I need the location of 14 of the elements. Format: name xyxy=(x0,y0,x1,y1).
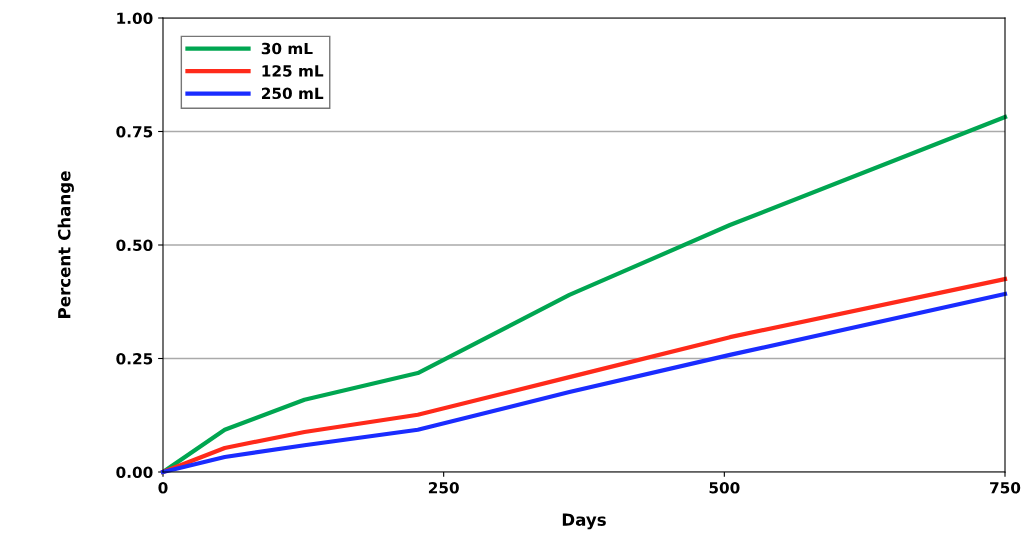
y-tick-label: 0.75 xyxy=(116,125,153,138)
y-axis-title: Percent Change xyxy=(57,171,74,318)
y-tick-label: 0.50 xyxy=(116,239,153,252)
legend-label: 125 mL xyxy=(262,65,324,77)
x-axis-title: Days xyxy=(562,513,606,530)
y-tick-label: 0.25 xyxy=(116,352,153,365)
y-tick-label: 1.00 xyxy=(117,12,153,25)
legend-label: 250 mL xyxy=(261,87,324,100)
x-tick-label: 250 xyxy=(428,481,459,494)
y-tick-label: 0.00 xyxy=(116,466,153,479)
x-tick-label: 0 xyxy=(158,481,168,494)
legend-label: 30 mL xyxy=(261,42,313,55)
x-tick-label: 500 xyxy=(709,481,740,494)
x-tick-label: 750 xyxy=(990,481,1021,494)
